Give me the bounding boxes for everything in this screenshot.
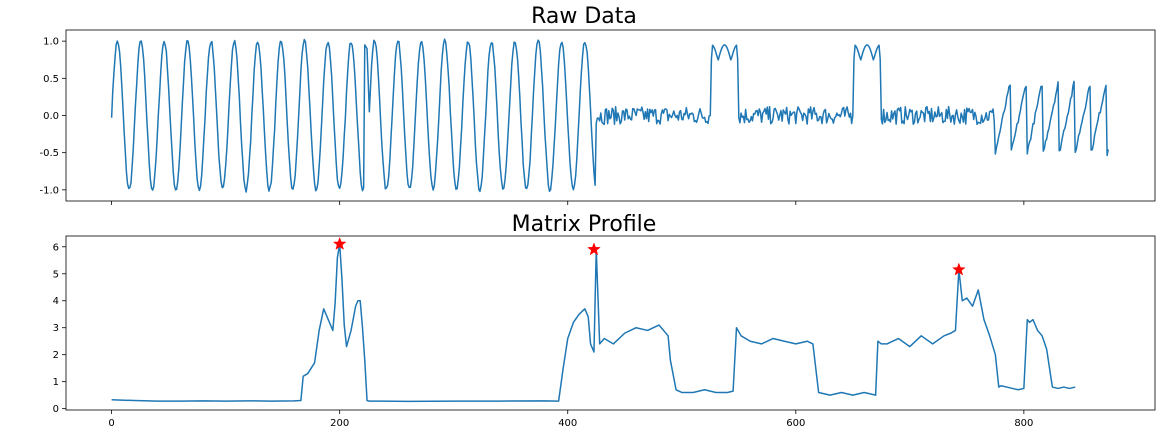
raw-data-panel: Raw Data 1.0 0.5 0.0 -0.5 -1.0 <box>39 4 1156 205</box>
y-tick-label: 0.5 <box>43 74 59 85</box>
y-tick-label: -0.5 <box>39 148 59 159</box>
y-tick-label: -1.0 <box>39 185 59 196</box>
x-tick-label: 400 <box>558 418 577 429</box>
raw-data-line <box>110 38 1109 193</box>
matrix-profile-series <box>111 243 1076 403</box>
matrix-profile-markers <box>332 236 966 276</box>
peak-star-marker <box>332 236 347 250</box>
raw-data-series <box>110 38 1109 193</box>
y-tick-label: 0 <box>53 404 59 415</box>
peak-star-marker <box>951 262 966 276</box>
x-tick-label: 0 <box>108 418 114 429</box>
matrix-profile-ticks: 0 1 2 3 4 5 6 0 200 400 600 800 <box>53 242 1034 429</box>
y-tick-label: 3 <box>53 323 59 334</box>
y-tick-label: 2 <box>53 350 59 361</box>
raw-data-title: Raw Data <box>531 4 637 29</box>
x-tick-label: 800 <box>1014 418 1033 429</box>
raw-data-frame <box>65 29 1156 202</box>
matrix-profile-line <box>111 243 1076 403</box>
matrix-profile-frame <box>65 235 1156 411</box>
y-tick-label: 6 <box>53 242 59 253</box>
matrix-profile-title: Matrix Profile <box>512 212 657 237</box>
y-tick-label: 4 <box>53 296 59 307</box>
y-tick-label: 0.0 <box>43 111 59 122</box>
y-tick-label: 5 <box>53 269 59 280</box>
y-tick-label: 1.0 <box>43 37 59 48</box>
raw-data-ticks: 1.0 0.5 0.0 -0.5 -1.0 <box>39 37 1025 205</box>
matrix-profile-panel: Matrix Profile 0 1 2 3 4 5 6 0 200 400 600 800 <box>53 212 1156 429</box>
x-tick-label: 200 <box>330 418 349 429</box>
peak-star-marker <box>587 242 601 256</box>
x-tick-label: 600 <box>786 418 805 429</box>
y-tick-label: 1 <box>53 377 59 388</box>
